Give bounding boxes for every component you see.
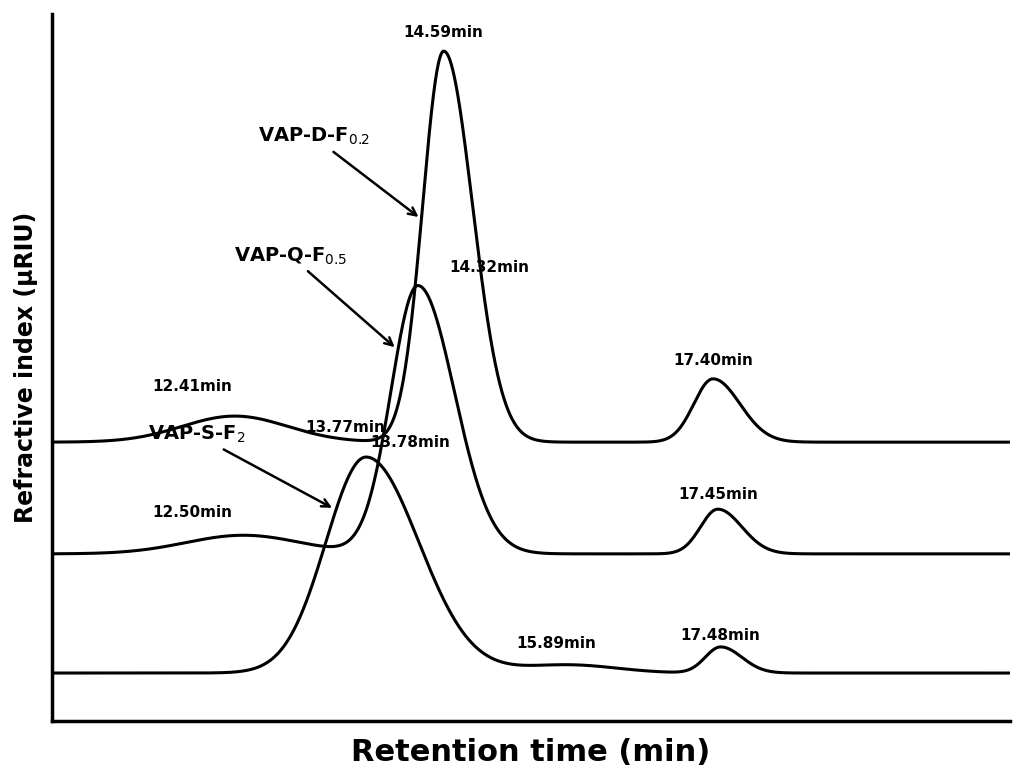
Text: VAP-Q-F$_{0.5}$: VAP-Q-F$_{0.5}$ [233, 245, 392, 345]
Text: VAP-D-F$_{0.2}$: VAP-D-F$_{0.2}$ [258, 126, 417, 216]
Text: VAP-S-F$_{2}$: VAP-S-F$_{2}$ [147, 424, 330, 507]
Text: 14.59min: 14.59min [403, 25, 483, 40]
Text: 12.50min: 12.50min [153, 505, 232, 520]
Text: 17.45min: 17.45min [678, 487, 758, 501]
Text: 15.89min: 15.89min [516, 636, 596, 651]
Y-axis label: Refractive index (μRIU): Refractive index (μRIU) [14, 212, 38, 523]
Text: 14.32min: 14.32min [450, 259, 529, 275]
Text: 13.77min: 13.77min [306, 419, 386, 435]
X-axis label: Retention time (min): Retention time (min) [351, 738, 711, 767]
Text: 13.78min: 13.78min [370, 434, 450, 450]
Text: 17.40min: 17.40min [673, 353, 753, 368]
Text: 17.48min: 17.48min [681, 628, 761, 644]
Text: 12.41min: 12.41min [153, 379, 232, 394]
